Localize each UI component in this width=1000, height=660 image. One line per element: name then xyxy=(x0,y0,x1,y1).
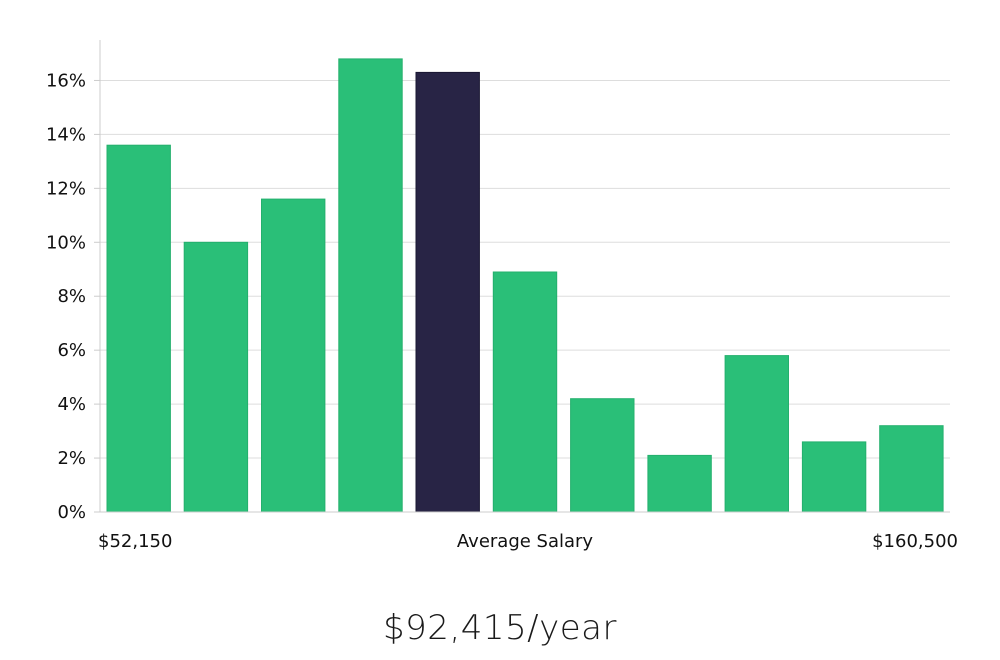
histogram-bar xyxy=(801,441,867,513)
y-tick-labels: 0% 2% 4% 6% 8% 10% 12% 14% 16% xyxy=(46,70,86,523)
histogram-bar xyxy=(879,425,944,513)
y-tick-label: 16% xyxy=(46,70,86,91)
x-label-min-salary: $52,150 xyxy=(98,531,172,552)
y-tick-label: 14% xyxy=(46,124,86,145)
histogram-bar xyxy=(183,241,249,513)
histogram-bar xyxy=(106,144,171,513)
histogram-bar xyxy=(492,271,558,513)
axes xyxy=(99,40,950,513)
y-tick-label: 6% xyxy=(57,340,86,361)
y-tick-label: 2% xyxy=(57,448,86,469)
histogram-bar xyxy=(647,454,712,513)
histogram-bar xyxy=(261,198,326,513)
y-tick-label: 4% xyxy=(57,394,86,415)
histogram-bar xyxy=(724,355,789,513)
histogram-bar-average xyxy=(415,71,480,513)
salary-histogram: 0% 2% 4% 6% 8% 10% 12% 14% 16% $52,150 Average S… xyxy=(46,40,958,552)
histogram-bar xyxy=(570,398,635,513)
histogram-bar xyxy=(338,58,403,513)
y-tick-label: 8% xyxy=(57,286,86,307)
average-salary-summary: $92,415/year xyxy=(383,608,617,648)
y-tick-label: 0% xyxy=(57,502,86,523)
y-tick-label: 10% xyxy=(46,232,86,253)
x-label-max-salary: $160,500 xyxy=(872,531,958,552)
x-label-average-salary: Average Salary xyxy=(457,531,594,552)
x-axis-labels: $52,150 Average Salary $160,500 xyxy=(98,531,958,552)
histogram-svg: 0% 2% 4% 6% 8% 10% 12% 14% 16% $52,150 Average S… xyxy=(46,40,958,552)
bars xyxy=(106,58,944,513)
y-tick-label: 12% xyxy=(46,178,86,199)
